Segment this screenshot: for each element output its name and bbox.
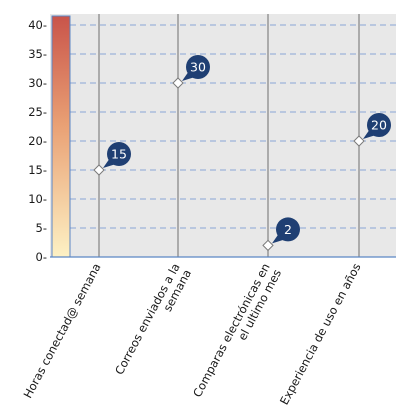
color-bar <box>51 15 71 258</box>
x-tick-label: Experiencia de uso en años <box>277 261 364 407</box>
x-tick-label: Correos enviados a lasemana <box>112 261 194 383</box>
data-point: 2 <box>262 217 300 252</box>
value-badge <box>107 142 131 166</box>
y-tick-label: 20- <box>28 134 47 148</box>
point-marker <box>353 135 365 147</box>
x-axis-labels: Horas conectad@ semana Correos enviados a… <box>20 261 363 407</box>
y-tick-label: 30- <box>28 76 47 90</box>
data-label: 20 <box>371 118 387 133</box>
data-point: 20 <box>353 113 391 147</box>
grid <box>70 24 396 229</box>
value-badge <box>367 113 391 137</box>
y-tick-label: 5- <box>36 221 47 235</box>
y-tick-label: 25- <box>28 105 47 119</box>
data-label: 15 <box>111 147 127 162</box>
point-marker <box>172 77 184 89</box>
y-tick-label: 15- <box>28 163 47 177</box>
badge-pointer <box>182 71 195 81</box>
badge-pointer <box>103 158 116 168</box>
y-tick-label: 35- <box>28 47 47 61</box>
y-tick-label: 40- <box>28 18 47 32</box>
badge-pointer <box>363 129 376 139</box>
data-point: 30 <box>172 55 210 89</box>
data-point: 15 <box>93 142 131 176</box>
data-label: 2 <box>284 222 292 237</box>
x-tick-label: Horas conectad@ semana <box>20 261 103 401</box>
x-tick-label: Comparas electrónicas enel ultimo mes <box>190 261 284 406</box>
y-axis: 0- 5- 10- 15- 20- 25- 30- 35- 40- <box>28 18 47 264</box>
y-tick-label: 10- <box>28 192 47 206</box>
data-label: 30 <box>190 60 206 75</box>
point-marker <box>93 164 105 176</box>
point-marker <box>262 239 274 252</box>
data-points: 15 30 2 20 <box>93 55 391 252</box>
plot-area <box>50 14 396 257</box>
value-badge <box>186 55 210 79</box>
badge-pointer <box>272 233 285 244</box>
y-tick-label: 0- <box>36 250 47 264</box>
value-badge <box>276 217 300 242</box>
